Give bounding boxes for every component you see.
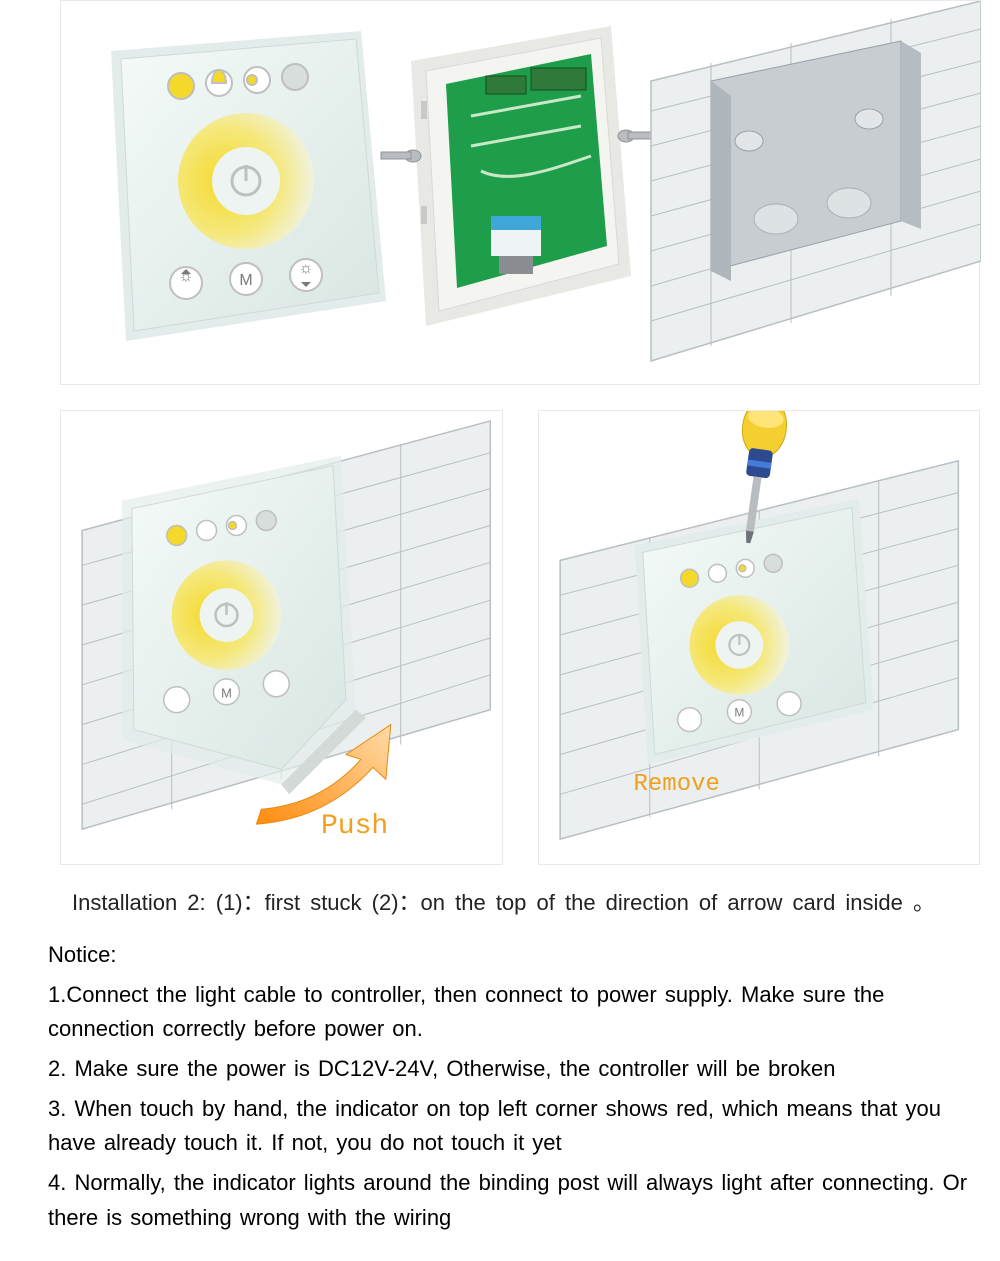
- push-svg: M: [61, 411, 502, 864]
- push-label: Push: [321, 811, 388, 842]
- page-container: M ☼ ☼: [0, 0, 1000, 1261]
- remove-panel-figure: M Remove: [538, 410, 981, 865]
- installation-caption: Installation 2: (1)：first stuck (2)：on t…: [72, 885, 1000, 917]
- notice-item: 4. Normally, the indicator lights around…: [48, 1166, 968, 1234]
- notice-item: 2. Make sure the power is DC12V-24V, Oth…: [48, 1052, 968, 1086]
- notice-item: 3. When touch by hand, the indicator on …: [48, 1092, 968, 1160]
- svg-text:M: M: [221, 686, 232, 701]
- svg-text:☼: ☼: [299, 260, 314, 277]
- notice-item: 1.Connect the light cable to controller,…: [48, 978, 968, 1046]
- remove-svg: M: [539, 411, 980, 864]
- remove-label: Remove: [634, 771, 720, 798]
- svg-text:M: M: [734, 706, 744, 720]
- m-button-label: M: [239, 272, 252, 289]
- mid-image-row: M Push: [60, 410, 980, 865]
- push-panel-figure: M Push: [60, 410, 503, 865]
- top-row-svg: M ☼ ☼: [61, 1, 981, 386]
- notice-title: Notice:: [48, 942, 968, 968]
- notice-section: Notice: 1.Connect the light cable to con…: [48, 942, 968, 1235]
- top-image-row: M ☼ ☼: [60, 0, 980, 385]
